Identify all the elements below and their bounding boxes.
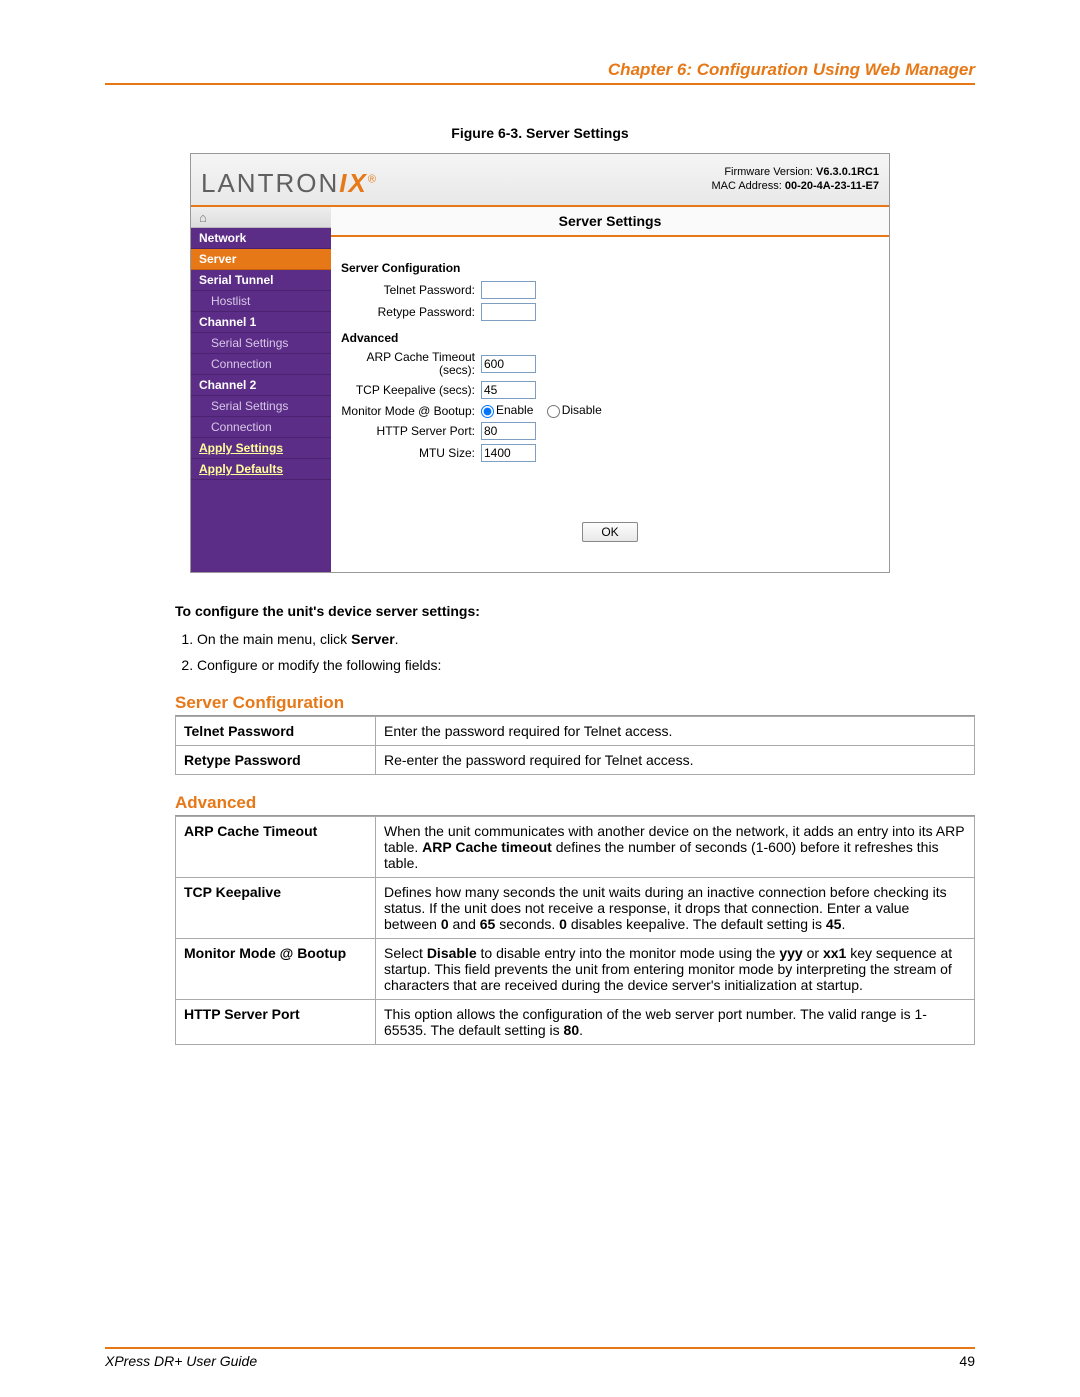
sidebar-item-ch1-conn[interactable]: Connection bbox=[191, 354, 331, 375]
cell-arp-desc: When the unit communicates with another … bbox=[376, 816, 975, 877]
cell-monitor-desc: Select Disable to disable entry into the… bbox=[376, 938, 975, 999]
mac-value: 00-20-4A-23-11-E7 bbox=[785, 180, 879, 192]
sidebar-nav: ⌂ Network Server Serial Tunnel Hostlist … bbox=[191, 207, 331, 572]
sidebar-item-apply-defaults[interactable]: Apply Defaults bbox=[191, 459, 331, 480]
monitor-enable-radio[interactable] bbox=[481, 405, 494, 418]
page-number: 49 bbox=[959, 1353, 975, 1369]
arp-input[interactable] bbox=[481, 355, 536, 373]
label-arp: ARP Cache Timeout (secs): bbox=[341, 351, 481, 377]
fw-value: V6.3.0.1RC1 bbox=[816, 166, 879, 178]
retype-password-input[interactable] bbox=[481, 303, 536, 321]
sidebar-item-ch2-serial[interactable]: Serial Settings bbox=[191, 396, 331, 417]
chapter-header: Chapter 6: Configuration Using Web Manag… bbox=[105, 60, 975, 85]
instruction-step-2: Configure or modify the following fields… bbox=[197, 657, 975, 673]
content-panel: Server Settings Server Configuration Tel… bbox=[331, 207, 889, 572]
section-heading-server-config: Server Configuration bbox=[175, 693, 975, 716]
sidebar-item-serial-tunnel[interactable]: Serial Tunnel bbox=[191, 270, 331, 291]
instructions-title: To configure the unit's device server se… bbox=[175, 603, 975, 619]
sidebar-item-network[interactable]: Network bbox=[191, 228, 331, 249]
table-row: Retype Password Re-enter the password re… bbox=[176, 745, 975, 774]
sidebar-item-ch1-serial[interactable]: Serial Settings bbox=[191, 333, 331, 354]
screenshot-header: LANTRONIX® Firmware Version: V6.3.0.1RC1… bbox=[191, 154, 889, 207]
section-advanced: Advanced bbox=[341, 331, 879, 345]
section-heading-advanced: Advanced bbox=[175, 793, 975, 816]
mac-label: MAC Address: bbox=[711, 180, 781, 192]
http-input[interactable] bbox=[481, 422, 536, 440]
advanced-table: ARP Cache Timeout When the unit communic… bbox=[175, 816, 975, 1045]
table-row: HTTP Server Port This option allows the … bbox=[176, 999, 975, 1044]
step1-post: . bbox=[395, 631, 399, 647]
sidebar-item-channel1[interactable]: Channel 1 bbox=[191, 312, 331, 333]
label-retype-password: Retype Password: bbox=[341, 305, 481, 319]
cell-telnet-password: Telnet Password bbox=[176, 716, 376, 745]
ok-button[interactable]: OK bbox=[582, 522, 637, 542]
cell-arp: ARP Cache Timeout bbox=[176, 816, 376, 877]
firmware-info: Firmware Version: V6.3.0.1RC1 MAC Addres… bbox=[711, 162, 879, 194]
telnet-password-input[interactable] bbox=[481, 281, 536, 299]
sidebar-item-ch2-conn[interactable]: Connection bbox=[191, 417, 331, 438]
home-icon[interactable]: ⌂ bbox=[191, 207, 331, 228]
label-http: HTTP Server Port: bbox=[341, 424, 481, 438]
server-config-table: Telnet Password Enter the password requi… bbox=[175, 716, 975, 775]
monitor-disable-radio[interactable] bbox=[547, 405, 560, 418]
table-row: Telnet Password Enter the password requi… bbox=[176, 716, 975, 745]
page-footer: XPress DR+ User Guide 49 bbox=[105, 1347, 975, 1369]
mtu-input[interactable] bbox=[481, 444, 536, 462]
table-row: Monitor Mode @ Bootup Select Disable to … bbox=[176, 938, 975, 999]
fw-label: Firmware Version: bbox=[724, 166, 813, 178]
cell-telnet-password-desc: Enter the password required for Telnet a… bbox=[376, 716, 975, 745]
sidebar-item-server[interactable]: Server bbox=[191, 249, 331, 270]
screenshot-panel: LANTRONIX® Firmware Version: V6.3.0.1RC1… bbox=[190, 153, 890, 573]
table-row: TCP Keepalive Defines how many seconds t… bbox=[176, 877, 975, 938]
radio-disable-label: Disable bbox=[562, 403, 602, 417]
cell-retype-password: Retype Password bbox=[176, 745, 376, 774]
cell-http-desc: This option allows the configuration of … bbox=[376, 999, 975, 1044]
sidebar-item-hostlist[interactable]: Hostlist bbox=[191, 291, 331, 312]
cell-http: HTTP Server Port bbox=[176, 999, 376, 1044]
section-server-config: Server Configuration bbox=[341, 261, 879, 275]
logo-text-main: LANTRON bbox=[201, 168, 339, 198]
cell-tcp: TCP Keepalive bbox=[176, 877, 376, 938]
table-row: ARP Cache Timeout When the unit communic… bbox=[176, 816, 975, 877]
label-mtu: MTU Size: bbox=[341, 446, 481, 460]
logo-registered: ® bbox=[368, 173, 378, 185]
cell-monitor: Monitor Mode @ Bootup bbox=[176, 938, 376, 999]
sidebar-item-apply-settings[interactable]: Apply Settings bbox=[191, 438, 331, 459]
label-telnet-password: Telnet Password: bbox=[341, 283, 481, 297]
instruction-step-1: On the main menu, click Server. bbox=[197, 631, 975, 647]
radio-enable-label: Enable bbox=[496, 403, 533, 417]
figure-caption: Figure 6-3. Server Settings bbox=[105, 125, 975, 141]
cell-retype-password-desc: Re-enter the password required for Telne… bbox=[376, 745, 975, 774]
logo-text-ix: IX bbox=[339, 168, 368, 198]
step1-pre: On the main menu, click bbox=[197, 631, 351, 647]
instructions: To configure the unit's device server se… bbox=[105, 603, 975, 673]
label-monitor: Monitor Mode @ Bootup: bbox=[341, 404, 481, 418]
footer-title: XPress DR+ User Guide bbox=[105, 1353, 257, 1369]
step1-bold: Server bbox=[351, 631, 395, 647]
lantronix-logo: LANTRONIX® bbox=[201, 162, 378, 199]
cell-tcp-desc: Defines how many seconds the unit waits … bbox=[376, 877, 975, 938]
tcp-input[interactable] bbox=[481, 381, 536, 399]
content-title: Server Settings bbox=[331, 207, 889, 237]
sidebar-item-channel2[interactable]: Channel 2 bbox=[191, 375, 331, 396]
label-tcp: TCP Keepalive (secs): bbox=[341, 383, 481, 397]
